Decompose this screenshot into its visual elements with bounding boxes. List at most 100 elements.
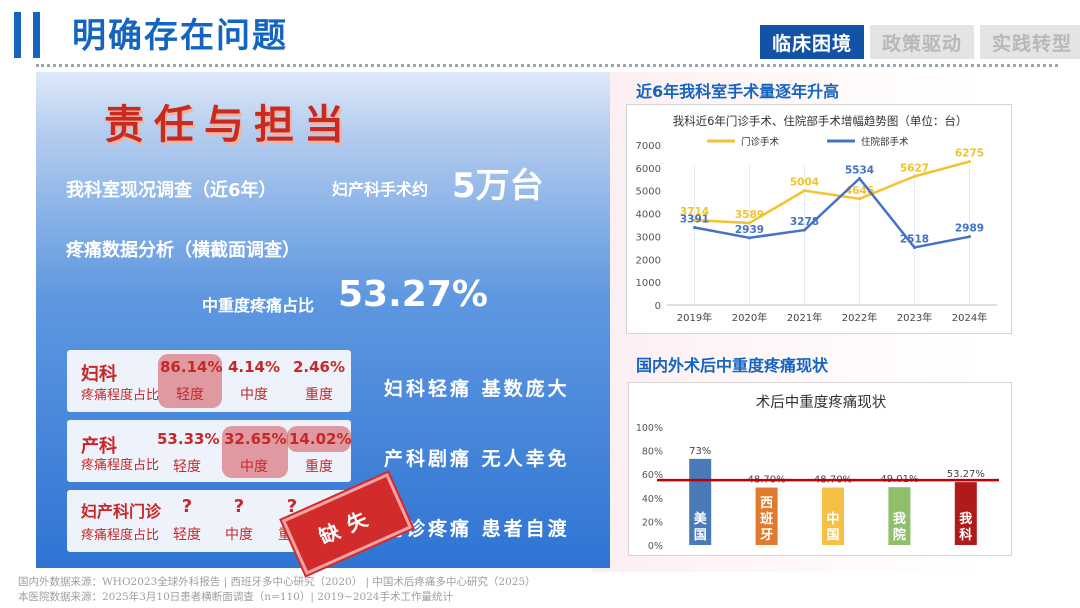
bar-value-label: 53.27%	[947, 469, 985, 480]
chart-title: 术后中重度疼痛现状	[756, 394, 887, 411]
data-label: 2518	[900, 233, 929, 245]
mild-label: 轻度	[173, 459, 201, 475]
bar-category-label: 中	[826, 511, 839, 527]
y-tick-label: 60%	[642, 470, 663, 481]
highlight-mark	[158, 354, 222, 408]
bar-category-label: 美	[694, 511, 708, 527]
title-accent-bar	[14, 12, 21, 58]
data-point	[913, 245, 916, 249]
slogan-outpatient: 门诊疼痛 患者自渡	[384, 518, 570, 540]
moderate-severe-ratio-label: 中重度疼痛占比	[202, 296, 315, 315]
line-chart-container: 我科近6年门诊手术、住院部手术增幅趋势图（单位：台） 0 1000 2000 3000 4…	[626, 104, 1012, 334]
y-tick-label: 2000	[636, 255, 661, 266]
calligraphy-heading: 责任与担当	[104, 101, 354, 148]
moderate-label: 中度	[225, 527, 253, 543]
x-tick-label: 2019年	[677, 311, 712, 324]
bar-category-label: 班	[760, 511, 773, 527]
y-tick-label: 6000	[636, 164, 661, 175]
severe-value: 2.46%	[292, 358, 346, 376]
data-label: 5004	[790, 177, 819, 189]
mild-value: 53.33%	[157, 430, 220, 448]
x-tick-label: 2022年	[842, 311, 877, 324]
legend-label: 住院部手术	[861, 136, 909, 148]
tab-practice[interactable]: 实践转型	[980, 25, 1080, 59]
data-point	[693, 225, 696, 229]
y-tick-label: 100%	[636, 423, 663, 434]
tab-clinical[interactable]: 临床困境	[760, 25, 864, 59]
data-point	[748, 236, 751, 240]
data-label: 3391	[680, 213, 709, 225]
x-tick-label: 2021年	[787, 311, 822, 324]
data-label: 3589	[735, 209, 764, 221]
card-subtitle: 疼痛程度占比	[81, 528, 160, 543]
data-point	[693, 218, 696, 222]
bar	[954, 482, 977, 545]
bar-chart: 术后中重度疼痛现状0%20%40%60%80%100%73%美国48.70%西班…	[636, 394, 999, 552]
bar-category-label: 我	[959, 511, 972, 527]
pain-analysis-label: 疼痛数据分析（横截面调查）	[66, 240, 300, 261]
severe-value: 14.02%	[289, 430, 352, 448]
moderate-label: 中度	[240, 387, 268, 403]
title-accent-bar	[33, 12, 40, 58]
x-tick-label: 2023年	[897, 311, 932, 324]
data-label: 6275	[955, 148, 984, 160]
x-tick-label: 2024年	[952, 311, 987, 324]
pain-card-gynecology: 妇科 疼痛程度占比 86.14% 4.14% 2.46% 轻度 中度 重度	[67, 350, 351, 412]
bar	[755, 487, 778, 545]
card-subtitle: 疼痛程度占比	[81, 388, 160, 403]
moderate-label: 中度	[240, 459, 268, 475]
bar-chart-container: 术后中重度疼痛现状 0% 20% 40% 60% 80% 100% 73% 美国 48.70% 西班…	[628, 382, 1012, 556]
slogan-obstetrics: 产科剧痛 无人幸免	[384, 448, 570, 470]
surgery-count-value: 5万台	[452, 166, 544, 206]
y-tick-label: 40%	[642, 494, 663, 505]
y-tick-label: 7000	[636, 141, 661, 152]
bar-category-label: 牙	[760, 528, 773, 543]
pain-card-obstetrics: 产科 疼痛程度占比 53.33% 32.65% 14.02% 轻度 中度 重度	[67, 420, 351, 482]
y-tick-label: 0	[655, 301, 661, 312]
data-label: 5534	[845, 165, 874, 177]
bar-category-label: 国	[694, 528, 707, 543]
data-point	[858, 177, 861, 181]
bar-category-label: 科	[959, 527, 972, 543]
slogan-gynecology: 妇科轻痛 基数庞大	[384, 378, 570, 400]
data-point	[968, 160, 971, 164]
data-label: 3278	[790, 216, 819, 228]
mild-value: ?	[181, 496, 193, 517]
y-tick-label: 4000	[636, 210, 661, 221]
bar	[822, 487, 844, 545]
card-title: 产科	[81, 436, 117, 457]
data-point	[748, 221, 751, 225]
moderate-severe-ratio-value: 53.27%	[338, 274, 488, 315]
y-tick-label: 3000	[636, 232, 661, 243]
line-section-title: 近6年我科室手术量逐年升高	[636, 82, 840, 101]
tab-policy[interactable]: 政策驱动	[870, 25, 974, 59]
data-label: 2989	[955, 223, 984, 235]
bar-category-label: 国	[826, 528, 839, 543]
bar-category-label: 院	[893, 527, 906, 543]
data-point	[913, 174, 916, 178]
header-divider	[36, 64, 1058, 67]
line-chart: 我科近6年门诊手术、住院部手术增幅趋势图（单位：台） 0 1000 2000 3000 4…	[636, 114, 997, 324]
mild-value: 86.14%	[160, 358, 223, 376]
card-subtitle: 疼痛程度占比	[81, 458, 160, 473]
data-point	[968, 235, 971, 239]
tab-bar: 临床困境 政策驱动 实践转型	[760, 25, 1080, 59]
page-title: 明确存在问题	[72, 16, 288, 56]
data-label: 2939	[735, 224, 764, 236]
survey-label: 我科室现况调查（近6年）	[66, 180, 277, 201]
card-title: 妇科	[81, 364, 117, 385]
bar-category-label: 我	[893, 511, 906, 527]
left-panel	[36, 72, 610, 568]
moderate-value: ?	[233, 496, 245, 517]
bar-section-title: 国内外术后中重度疼痛现状	[636, 356, 829, 375]
highlight-mark	[222, 426, 288, 478]
mild-label: 轻度	[173, 527, 201, 543]
data-point	[858, 197, 861, 201]
chart-title: 我科近6年门诊手术、住院部手术增幅趋势图（单位：台）	[673, 114, 968, 128]
surgery-count-label: 妇产科手术约	[332, 180, 429, 199]
source-note-international: 国内外数据来源：WHO2023全球外科报告 | 西班牙多中心研究（2020） |…	[18, 576, 536, 588]
legend-label: 门诊手术	[741, 136, 780, 148]
severe-value: ?	[286, 496, 298, 517]
bar-category-label: 西	[760, 496, 773, 511]
y-tick-label: 80%	[642, 447, 663, 458]
